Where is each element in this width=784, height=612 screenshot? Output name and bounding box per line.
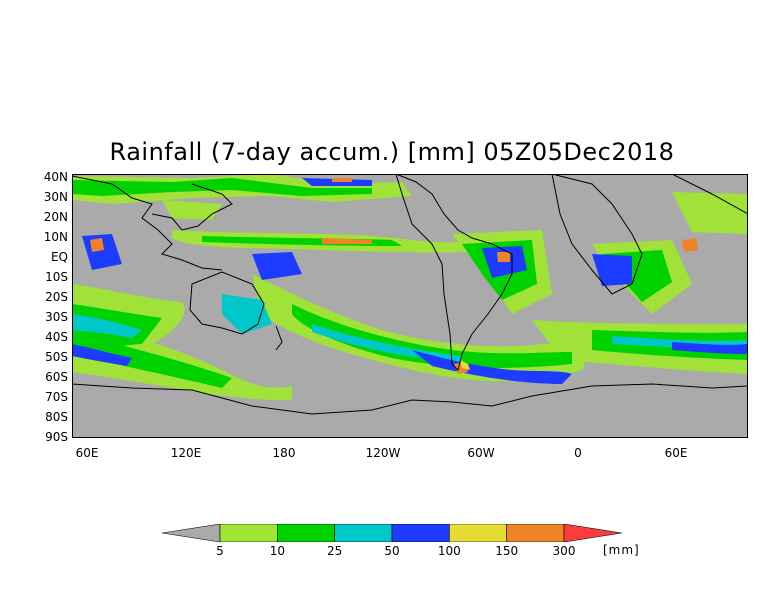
lon-label: 120E	[170, 446, 202, 460]
lat-label: 20N	[43, 210, 68, 224]
colorbar	[162, 524, 622, 542]
lat-label: 90S	[45, 430, 68, 444]
colorbar-above-triangle	[563, 524, 622, 542]
lat-label: 50S	[45, 350, 68, 364]
lon-label: 60E	[664, 446, 688, 460]
rain-25-50-bands	[72, 294, 748, 362]
lat-label: 20S	[45, 290, 68, 304]
coastlines	[72, 174, 748, 415]
colorbar-label: 150	[495, 544, 519, 558]
lat-label: 80S	[45, 410, 68, 424]
colorbar-label: 10	[269, 544, 285, 558]
colorbar-label: 300	[552, 544, 576, 558]
lon-label: 120W	[365, 446, 401, 460]
colorbar-label: 5	[216, 544, 224, 558]
colorbar-label: 100	[437, 544, 461, 558]
lat-label: 70S	[45, 390, 68, 404]
lat-label: 30N	[43, 190, 68, 204]
colorbar-label: 50	[384, 544, 400, 558]
lat-label: 40N	[43, 170, 68, 184]
lat-label: 30S	[45, 310, 68, 324]
colorbar-segment	[334, 524, 393, 542]
colorbar-segment	[449, 524, 507, 542]
rainfall-map	[72, 174, 748, 438]
lat-label: 10N	[43, 230, 68, 244]
lon-label: 60W	[467, 446, 495, 460]
lon-label: 0	[574, 446, 582, 460]
chart-title: Rainfall (7-day accum.) [mm] 05Z05Dec201…	[109, 138, 675, 166]
lon-label: 60E	[75, 446, 99, 460]
colorbar-segment	[391, 524, 450, 542]
lat-label: 10S	[45, 270, 68, 284]
map-frame	[72, 174, 748, 438]
lat-label: 40S	[45, 330, 68, 344]
colorbar-unit: [mm]	[603, 543, 640, 557]
rain-150-300-bands	[460, 360, 470, 370]
colorbar-segment	[277, 524, 335, 542]
rain-100-300-bands	[90, 178, 698, 374]
lon-label: 180	[272, 446, 296, 460]
colorbar-label: 25	[327, 544, 343, 558]
colorbar-segment	[219, 524, 278, 542]
lat-label: 60S	[45, 370, 68, 384]
lat-label: EQ	[50, 250, 68, 264]
colorbar-segment	[506, 524, 565, 542]
colorbar-below-triangle	[162, 524, 221, 542]
